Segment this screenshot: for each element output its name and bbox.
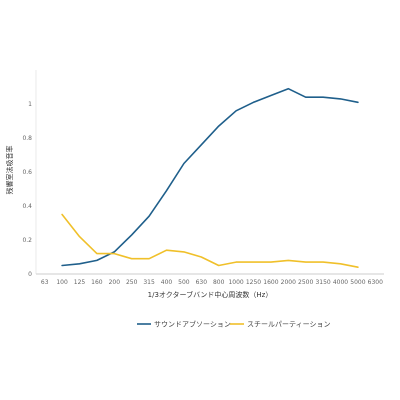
x-tick-label: 5000 bbox=[350, 279, 365, 286]
y-tick-label: 0.6 bbox=[22, 169, 32, 176]
x-tick-label: 250 bbox=[126, 279, 138, 286]
x-tick-label: 800 bbox=[213, 279, 225, 286]
y-tick-label: 0.2 bbox=[22, 237, 32, 244]
x-axis-label: 1/3オクターブバンド中心周波数（Hz） bbox=[148, 290, 273, 299]
x-tick-label: 400 bbox=[161, 279, 173, 286]
x-tick-label: 630 bbox=[196, 279, 208, 286]
x-tick-label: 1250 bbox=[246, 279, 261, 286]
x-tick-label: 63 bbox=[41, 279, 49, 286]
y-tick-label: 0.4 bbox=[22, 203, 32, 210]
x-tick-label: 160 bbox=[91, 279, 103, 286]
x-tick-label: 125 bbox=[74, 279, 86, 286]
legend-label-2: スチールパーティーション bbox=[247, 321, 330, 329]
y-tick-label: 1 bbox=[28, 101, 32, 108]
x-tick-label: 500 bbox=[178, 279, 190, 286]
series-line-1 bbox=[61, 87, 359, 267]
y-tick-label: 0.8 bbox=[22, 135, 32, 142]
legend-label-1: サウンドアブソーション bbox=[154, 320, 231, 329]
x-tick-label: 3150 bbox=[315, 279, 330, 286]
y-tick-label: 0 bbox=[28, 271, 32, 278]
x-tick-label: 2500 bbox=[298, 279, 313, 286]
y-axis-label: 残響室法吸音率 bbox=[5, 146, 14, 195]
x-tick-label: 100 bbox=[56, 279, 68, 286]
x-tick-label: 1000 bbox=[228, 279, 243, 286]
plot-area: 0 0.2 0.4 0.6 0.8 1 63 100 125 160 200 250 315 400 500… bbox=[22, 70, 384, 286]
x-tick-label: 315 bbox=[143, 279, 155, 286]
x-tick-label: 6300 bbox=[368, 279, 383, 286]
x-tick-label: 4000 bbox=[333, 279, 348, 286]
legend: サウンドアブソーション スチールパーティーション bbox=[137, 320, 330, 329]
x-tick-label: 2000 bbox=[281, 279, 296, 286]
series-line-2 bbox=[61, 213, 359, 268]
x-tick-label: 200 bbox=[109, 279, 121, 286]
x-tick-label: 1600 bbox=[263, 279, 278, 286]
